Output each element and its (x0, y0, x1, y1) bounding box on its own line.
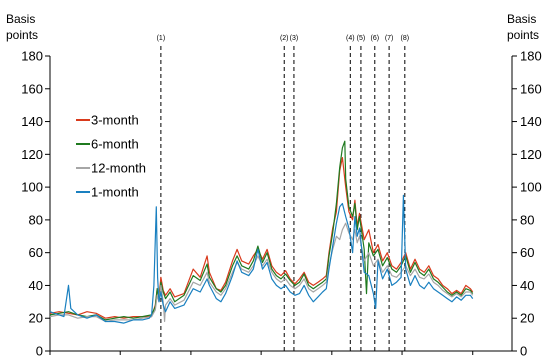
axes: 0 0 20 20 40 40 60 60 80 80 100 100 120 120 140 140 160 1… (21, 49, 541, 359)
left-y-tick-label: 180 (21, 49, 43, 64)
event-line-label: (5) (357, 35, 366, 42)
right-y-tick-label: 40 (520, 278, 534, 293)
right-y-tick-label: 20 (520, 311, 534, 326)
left-y-tick-label: 20 (29, 311, 43, 326)
right-y-tick-label: 160 (520, 81, 542, 96)
event-line-label: (2) (280, 35, 289, 42)
legend-label: 6-month (91, 137, 139, 152)
right-y-tick-label: 60 (520, 245, 534, 260)
left-y-tick-label: 80 (29, 212, 43, 227)
left-axis-title: Basis points (6, 12, 38, 42)
event-line-label: (7) (385, 35, 394, 42)
left-y-tick-label: 120 (21, 147, 43, 162)
left-y-tick-label: 40 (29, 278, 43, 293)
event-line-label: (4) (346, 35, 355, 42)
right-axis-title-line1: Basis (507, 12, 536, 26)
series-lines (49, 140, 474, 324)
legend-label: 12-month (91, 161, 146, 176)
event-line-label: (6) (371, 35, 380, 42)
right-axis-title-line2: points (507, 28, 539, 42)
right-y-tick-label: 100 (520, 180, 542, 195)
right-y-tick-label: 180 (520, 49, 542, 64)
left-axis-title-line1: Basis (6, 12, 35, 26)
series-line-12-month (49, 222, 474, 323)
left-y-tick-label: 100 (21, 180, 43, 195)
right-y-tick-label: 0 (520, 344, 527, 359)
left-y-tick-label: 160 (21, 81, 43, 96)
legend-label: 3-month (91, 113, 139, 128)
event-line-label: (3) (290, 35, 299, 42)
series-line-1-month (49, 194, 474, 324)
left-y-tick-label: 140 (21, 114, 43, 129)
left-axis-title-line2: points (6, 28, 38, 42)
event-line-label: (1) (157, 35, 166, 42)
event-lines: (1) (2) (3) (4) (5) (6) (7) (8) (157, 35, 409, 351)
left-y-tick-label: 0 (36, 344, 43, 359)
right-axis-title: Basis points (507, 12, 539, 42)
event-line-label: (8) (401, 35, 410, 42)
right-y-tick-label: 140 (520, 114, 542, 129)
right-y-tick-label: 80 (520, 212, 534, 227)
right-y-tick-label: 120 (520, 147, 542, 162)
series-line-3-month (49, 157, 474, 319)
legend: 3-month 6-month 12-month 1-month (76, 113, 146, 200)
legend-label: 1-month (91, 185, 139, 200)
left-y-tick-label: 60 (29, 245, 43, 260)
